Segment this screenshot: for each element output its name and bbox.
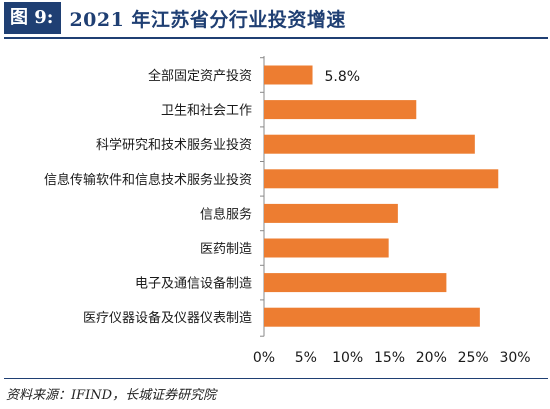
x-tick-label: 0% xyxy=(253,350,275,366)
data-label: 5.8% xyxy=(325,69,361,85)
bar xyxy=(264,307,480,327)
category-label: 信息服务 xyxy=(200,206,252,222)
bar xyxy=(264,169,499,189)
category-label: 医疗仪器设备及仪器仪表制造 xyxy=(83,310,252,326)
bar xyxy=(264,134,475,154)
bar xyxy=(264,238,389,258)
x-tick-label: 10% xyxy=(332,350,363,366)
category-label: 电子及通信设备制造 xyxy=(135,276,252,292)
category-label: 医药制造 xyxy=(200,242,252,257)
figure-label: 图 9: xyxy=(4,2,62,34)
category-label: 全部固定资产投资 xyxy=(148,68,252,84)
bar xyxy=(264,65,313,85)
title-divider xyxy=(4,37,548,39)
x-tick-label: 5% xyxy=(295,350,317,366)
chart-title: 2021 年江苏省分行业投资增速 xyxy=(69,8,346,31)
source-note: 资料来源：IFIND，长城证券研究院 xyxy=(6,388,217,403)
bar xyxy=(264,273,447,293)
bar xyxy=(264,100,417,120)
category-label: 信息传输软件和信息技术服务业投资 xyxy=(44,172,252,188)
source-divider xyxy=(4,378,548,379)
category-label: 卫生和社会工作 xyxy=(161,103,252,119)
x-tick-label: 25% xyxy=(458,350,489,366)
bar xyxy=(264,203,398,223)
title-bar: 图 9: 2021 年江苏省分行业投资增速 xyxy=(0,0,550,36)
chart-area: 全部固定资产投资 5.8% 卫生和社会工作科学研究和技术服务业投资信息传输软件和信息… xyxy=(0,44,550,374)
x-tick-label: 20% xyxy=(416,350,447,366)
category-label: 科学研究和技术服务业投资 xyxy=(96,137,252,153)
x-tick-label: 15% xyxy=(374,350,405,366)
x-tick-label: 30% xyxy=(499,350,530,366)
bar-chart: 全部固定资产投资 5.8% 卫生和社会工作科学研究和技术服务业投资信息传输软件和信息… xyxy=(44,56,531,366)
